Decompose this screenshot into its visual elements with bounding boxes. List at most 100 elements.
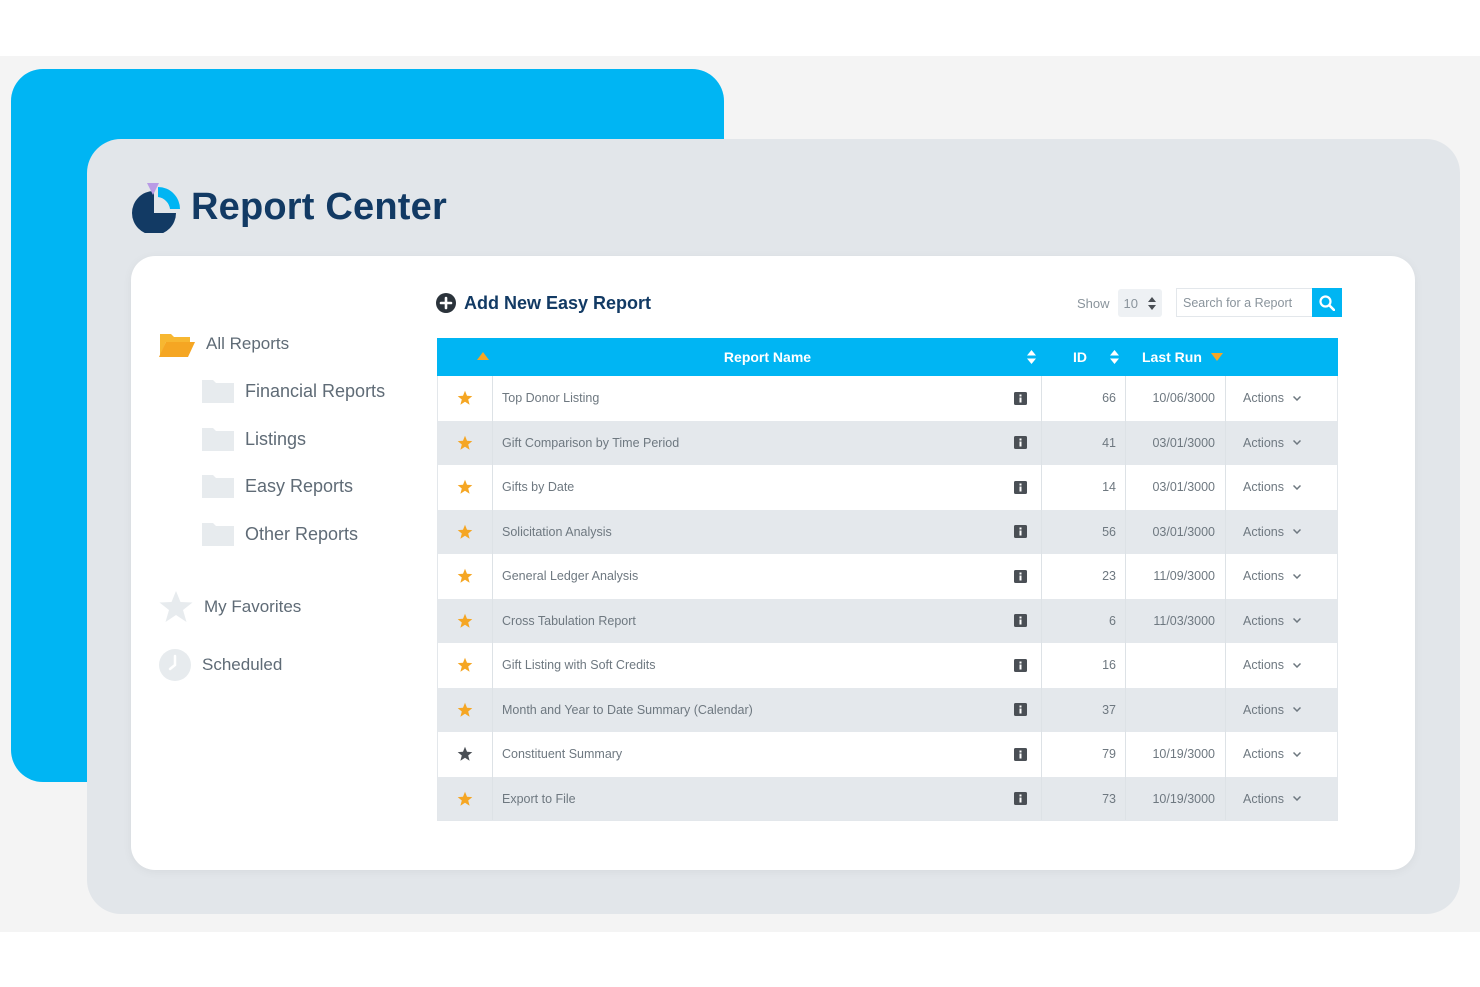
chevron-down-icon (1293, 529, 1301, 535)
report-last-run: 11/09/3000 (1153, 569, 1215, 584)
page-size-control: Show 10 (1077, 288, 1162, 318)
report-last-run (1125, 688, 1215, 733)
sidebar-item-scheduled[interactable]: Scheduled (158, 648, 282, 682)
table-row[interactable]: Constituent Summary 79 10/19/3000 Actions (437, 732, 1338, 777)
info-icon[interactable] (1014, 599, 1027, 644)
info-icon (1014, 391, 1027, 405)
favorite-star-toggle[interactable] (437, 465, 493, 510)
sort-up-icon[interactable] (477, 352, 489, 360)
sort-arrows-icon (1147, 296, 1156, 310)
favorite-star-toggle[interactable] (437, 376, 493, 421)
info-icon[interactable] (1014, 688, 1027, 733)
actions-dropdown[interactable]: Actions (1243, 732, 1301, 777)
folder-open-icon (159, 334, 195, 357)
star-icon (457, 747, 472, 762)
report-name[interactable]: Month and Year to Date Summary (Calendar… (502, 702, 753, 717)
report-id: 16 (1102, 658, 1116, 673)
chevron-down-icon (1293, 573, 1301, 579)
info-icon[interactable] (1014, 376, 1027, 421)
search-input[interactable] (1183, 295, 1307, 310)
table-row[interactable]: Cross Tabulation Report 6 11/03/3000 Action… (437, 598, 1338, 644)
report-name[interactable]: Gift Comparison by Time Period (502, 435, 680, 450)
table-row[interactable]: Gift Comparison by Time Period 41 03/01/30… (437, 420, 1338, 466)
table-body: Top Donor Listing 66 10/06/3000 Actions Gift… (437, 376, 1338, 821)
actions-label: Actions (1243, 747, 1284, 762)
column-header-report-name[interactable]: Report Name (723, 349, 812, 365)
table-row[interactable]: Gift Listing with Soft Credits 16 Actions (437, 643, 1338, 688)
star-icon (457, 791, 472, 806)
info-icon[interactable] (1014, 777, 1027, 822)
sidebar-item-label: Other Reports (245, 523, 359, 544)
actions-dropdown[interactable]: Actions (1243, 421, 1301, 466)
sort-down-icon[interactable] (1211, 353, 1223, 361)
actions-dropdown[interactable]: Actions (1243, 376, 1301, 421)
star-icon (457, 569, 472, 584)
chevron-down-icon (1293, 707, 1301, 713)
column-divider (1225, 420, 1226, 465)
info-icon[interactable] (1014, 554, 1027, 599)
info-icon[interactable] (1014, 643, 1027, 688)
column-divider (1041, 643, 1042, 688)
page-size-select[interactable]: 10 (1117, 289, 1162, 317)
table-row[interactable]: General Ledger Analysis 23 11/09/3000 Actio… (437, 554, 1338, 599)
report-name[interactable]: Gifts by Date (502, 480, 575, 495)
table-row[interactable]: Gifts by Date 14 03/01/3000 Actions (437, 465, 1338, 510)
report-name[interactable]: Cross Tabulation Report (502, 613, 636, 628)
star-icon (457, 480, 472, 495)
chevron-down-icon (1293, 662, 1301, 668)
favorite-star-toggle[interactable] (437, 687, 493, 732)
table-row[interactable]: Top Donor Listing 66 10/06/3000 Actions (437, 376, 1338, 421)
info-icon[interactable] (1014, 510, 1027, 555)
favorite-star-toggle[interactable] (437, 420, 493, 465)
folder-icon (202, 380, 234, 403)
search-box (1176, 288, 1312, 317)
favorite-star-toggle[interactable] (437, 776, 493, 821)
favorite-star-toggle[interactable] (437, 643, 493, 688)
sort-arrows-icon[interactable] (1110, 350, 1119, 364)
table-row[interactable]: Month and Year to Date Summary (Calendar… (437, 687, 1338, 733)
column-header-id[interactable]: ID (1073, 349, 1087, 365)
info-icon[interactable] (1014, 465, 1027, 510)
sidebar-item-all-reports[interactable]: All Reports (158, 330, 289, 358)
sidebar-item-listings[interactable]: Listings (201, 426, 306, 452)
actions-dropdown[interactable]: Actions (1243, 465, 1301, 510)
table-row[interactable]: Solicitation Analysis 56 03/01/3000 Actions (437, 509, 1338, 555)
report-last-run: 10/19/3000 (1152, 747, 1215, 762)
actions-dropdown[interactable]: Actions (1243, 643, 1301, 688)
sidebar-item-label: Listings (245, 428, 307, 449)
report-name[interactable]: Top Donor Listing (502, 391, 600, 406)
info-icon[interactable] (1014, 732, 1027, 777)
info-icon (1014, 525, 1027, 539)
favorite-star-toggle[interactable] (437, 554, 493, 599)
report-last-run: 03/01/3000 (1152, 480, 1215, 495)
search-button[interactable] (1312, 288, 1342, 317)
column-divider (1225, 687, 1226, 732)
table-row[interactable]: Export to File 73 10/19/3000 Actions (437, 776, 1338, 822)
actions-dropdown[interactable]: Actions (1243, 688, 1301, 733)
report-last-run: 10/19/3000 (1152, 791, 1215, 806)
app-title: Report Center (191, 185, 447, 228)
favorite-star-toggle[interactable] (437, 598, 493, 643)
info-icon (1014, 792, 1027, 806)
sort-arrows-icon[interactable] (1027, 350, 1036, 364)
star-icon (457, 435, 472, 450)
favorite-star-toggle[interactable] (437, 509, 493, 554)
column-divider (1125, 376, 1126, 421)
column-header-last-run[interactable]: Last Run (1142, 349, 1202, 365)
sidebar-item-easy-reports[interactable]: Easy Reports (201, 473, 353, 499)
sidebar-item-financial-reports[interactable]: Financial Reports (201, 378, 385, 404)
report-name[interactable]: General Ledger Analysis (502, 569, 639, 584)
report-name[interactable]: Gift Listing with Soft Credits (502, 658, 656, 673)
report-name[interactable]: Export to File (502, 791, 576, 806)
actions-dropdown[interactable]: Actions (1243, 777, 1301, 822)
add-new-easy-report-button[interactable]: Add New Easy Report (436, 290, 651, 316)
sidebar-item-my-favorites[interactable]: My Favorites (158, 590, 301, 624)
actions-dropdown[interactable]: Actions (1243, 510, 1301, 555)
actions-dropdown[interactable]: Actions (1243, 554, 1301, 599)
info-icon[interactable] (1014, 421, 1027, 466)
actions-dropdown[interactable]: Actions (1243, 599, 1301, 644)
sidebar-item-other-reports[interactable]: Other Reports (201, 521, 358, 547)
report-name[interactable]: Constituent Summary (502, 747, 623, 762)
report-name[interactable]: Solicitation Analysis (502, 524, 612, 539)
favorite-star-toggle[interactable] (437, 732, 493, 777)
